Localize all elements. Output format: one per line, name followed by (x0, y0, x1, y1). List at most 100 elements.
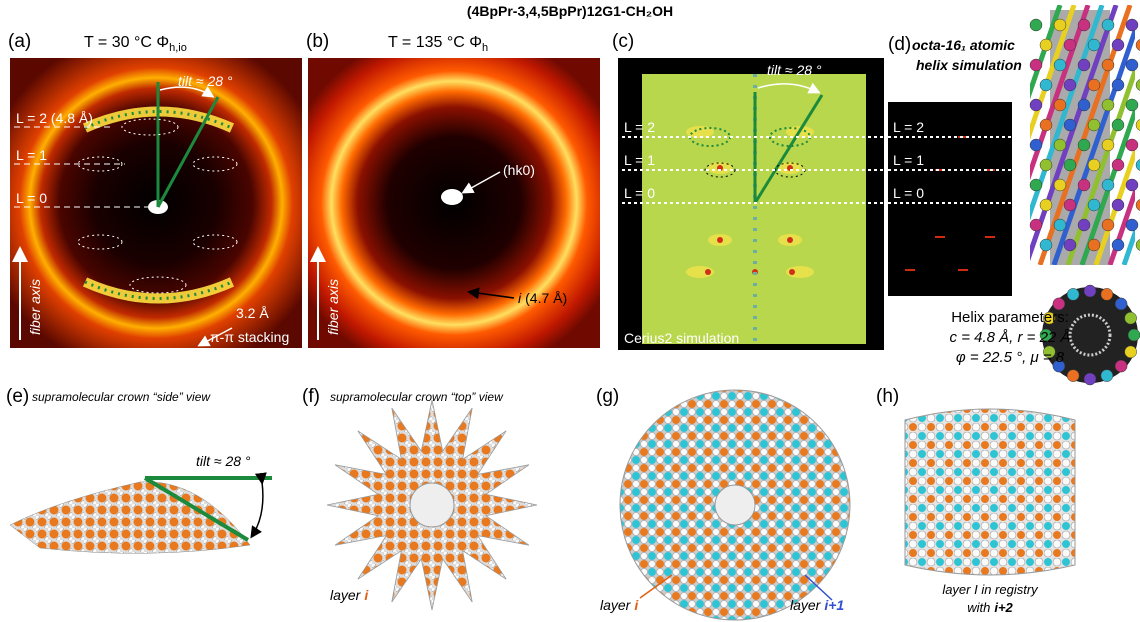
layer-word: layer (330, 587, 362, 603)
condition: T = 30 °C Φ (84, 34, 169, 51)
helix-atom (1064, 39, 1076, 51)
panel-caption: supramolecular crown “side” view (32, 390, 211, 404)
helix-atom (1115, 360, 1127, 372)
helix-atom (1088, 39, 1100, 51)
helix-atom (1078, 179, 1090, 191)
helix-atom (1054, 219, 1066, 231)
helix-atom (1030, 139, 1042, 151)
panel-label: (c) (612, 31, 634, 52)
helix-atom (1125, 312, 1137, 324)
layer-line-label: L = 1 (893, 152, 924, 168)
panel-label: (d) (888, 34, 911, 55)
ring-spacing: (4.7 Å) (525, 290, 567, 306)
registry-var: i+2 (994, 600, 1013, 615)
helix-atom (1088, 119, 1100, 131)
figure-title: (4BpPr-3,4,5BpPr)12G1-CH₂OH (467, 3, 673, 19)
layer-line-label: L = 2 (893, 119, 924, 135)
helix-atom (1054, 19, 1066, 31)
reflection-label: (hk0) (503, 162, 535, 178)
params-title: Helix parameters: (951, 309, 1069, 326)
registry-word: with (967, 600, 990, 615)
params-line: φ = 22.5 °, μ = 8 (956, 349, 1065, 366)
helix-atom (1078, 219, 1090, 231)
crown-top-view (327, 400, 537, 610)
helix-atom (1136, 239, 1140, 251)
layer-var: i (364, 587, 369, 603)
layer-word: layer (790, 597, 822, 613)
helix-atom (1064, 159, 1076, 171)
fiber-axis-label: fiber axis (325, 279, 341, 335)
helix-atom (1040, 239, 1052, 251)
helix-atom (1102, 139, 1114, 151)
helix-atom (1088, 199, 1100, 211)
helix-atom (1067, 288, 1079, 300)
helix-atom (1126, 19, 1138, 31)
spacing-label: 3.2 Å (236, 305, 269, 321)
helix-atom (1136, 199, 1140, 211)
stacking-label: π-π stacking (210, 329, 289, 345)
layer-line-label: L = 0 (16, 190, 47, 206)
panel-title: helix simulation (916, 57, 1022, 73)
helix-atom (1030, 99, 1042, 111)
helix-atom (1126, 59, 1138, 71)
helix-atom (1040, 39, 1052, 51)
params-line: c = 4.8 Å, r = 22 Å (950, 329, 1071, 346)
helix-atom (1040, 119, 1052, 131)
layer-line-label: L = 2 (624, 119, 655, 135)
helix-atom (1078, 19, 1090, 31)
helix-atom (1136, 159, 1140, 171)
tilt-label: tilt ≈ 28 ° (767, 62, 822, 78)
helix-atom (1101, 370, 1113, 382)
crown-stack (905, 409, 1075, 575)
phase-sub: h,io (169, 42, 187, 54)
helix-atom (1064, 79, 1076, 91)
helix-atom (1126, 99, 1138, 111)
tilt-label: tilt ≈ 28 ° (178, 73, 233, 89)
helix-atom (1064, 119, 1076, 131)
panel-label: (h) (876, 386, 899, 407)
helix-atom (1084, 285, 1096, 297)
panel-label: (g) (596, 386, 619, 407)
layer-line-label: L = 2 (4.8 Å) (16, 110, 93, 126)
helix-atom (1088, 239, 1100, 251)
helix-atom (1030, 19, 1042, 31)
layer-var: i (634, 597, 639, 613)
fiber-axis-label: fiber axis (27, 279, 43, 335)
layer-line-label: L = 1 (16, 147, 47, 163)
helix-atom (1125, 346, 1137, 358)
helix-atom (1030, 179, 1042, 191)
layer-line-label: L = 0 (624, 185, 655, 201)
helix-atom (1126, 219, 1138, 231)
helix-atom (1102, 59, 1114, 71)
helix-atom (1054, 179, 1066, 191)
panel-label: (a) (8, 31, 31, 52)
helix-atom (1136, 79, 1140, 91)
helix-atom (1102, 219, 1114, 231)
helix-atom (1128, 329, 1140, 341)
phase-sub: h (482, 42, 488, 54)
crown-two-layers (620, 390, 850, 620)
tilt-label: tilt ≈ 28 ° (196, 453, 251, 469)
helix-atom (1088, 159, 1100, 171)
helix-atom (1112, 199, 1124, 211)
panel-caption: supramolecular crown “top” view (330, 390, 504, 404)
helix-atom (1040, 79, 1052, 91)
helix-atom (1102, 179, 1114, 191)
layer-word: layer (600, 597, 632, 613)
helix-atom (1112, 39, 1124, 51)
crown-core (410, 483, 454, 527)
helix-atom (1115, 298, 1127, 310)
helix-atom (1136, 39, 1140, 51)
layer-var: i+1 (824, 597, 844, 613)
helix-atom (1088, 79, 1100, 91)
panel-condition: T = 30 °C Φh,io (84, 34, 187, 54)
helix-atom (1064, 199, 1076, 211)
registry-label: with i+2 (967, 600, 1013, 615)
helix-atom (1040, 159, 1052, 171)
condition: T = 135 °C Φ (388, 34, 482, 51)
helix-atom (1112, 239, 1124, 251)
helix-atom (1040, 199, 1052, 211)
